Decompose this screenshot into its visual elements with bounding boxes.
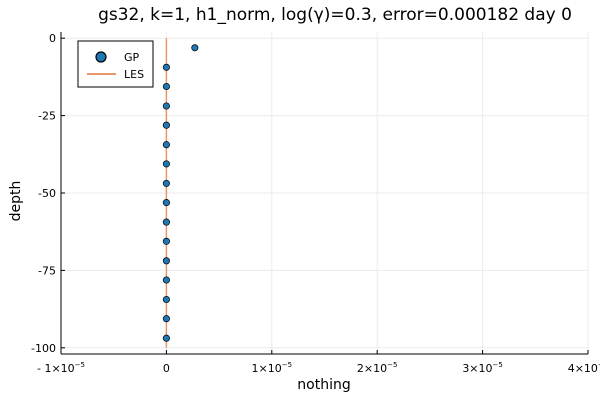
x-axis-label: nothing	[297, 377, 350, 393]
gp-point	[162, 276, 170, 284]
gp-point	[162, 102, 170, 110]
gp-point	[162, 199, 170, 207]
gp-point	[162, 315, 170, 323]
x-tick-exponent: −5	[387, 361, 397, 369]
x-tick-mantissa: 1×10	[252, 362, 282, 375]
gp-point	[162, 141, 170, 149]
x-tick-mantissa: 0	[163, 362, 170, 375]
x-tick-mantissa: 3×10	[462, 362, 492, 375]
series-layer	[162, 38, 199, 348]
gp-point	[162, 179, 170, 187]
x-tick-exponent: −5	[493, 361, 503, 369]
grid	[60, 32, 589, 354]
gp-point	[162, 160, 170, 168]
x-tick-label: 1×10−5	[252, 361, 293, 375]
gp-point	[162, 237, 170, 245]
gp-point	[162, 257, 170, 265]
legend-gp-label: GP	[124, 51, 140, 64]
x-tick-label: 2×10−5	[357, 361, 398, 375]
x-tick-label: 4×10−5	[568, 361, 600, 375]
x-tick-exponent: −5	[75, 361, 85, 369]
gp-point	[162, 82, 170, 91]
legend-gp-marker	[95, 51, 107, 63]
x-tick-mantissa: 2×10	[357, 362, 387, 375]
x-tick-mantissa: - 1×10	[37, 362, 75, 375]
gp-point	[162, 334, 170, 342]
gp-point	[162, 218, 170, 226]
gp-point	[191, 44, 199, 52]
gp-point	[162, 295, 170, 304]
chart-title: gs32, k=1, h1_norm, log(γ)=0.3, error=0.…	[98, 5, 572, 25]
x-tick-label: - 1×10−5	[37, 361, 85, 375]
gp-point	[162, 63, 170, 71]
y-tick-label: -25	[38, 110, 56, 123]
x-tick-label: 0	[163, 362, 170, 375]
gp-point	[162, 121, 170, 129]
y-axis-label: depth	[8, 181, 24, 222]
y-tick-label: 0	[49, 32, 56, 45]
x-tick-exponent: −5	[282, 361, 292, 369]
legend-box	[77, 40, 154, 88]
y-tick-label: -50	[38, 187, 56, 200]
y-tick-label: -100	[31, 342, 56, 355]
x-tick-exponent: −5	[598, 361, 600, 369]
legend-les-label: LES	[124, 68, 144, 81]
legend: GP LES	[77, 40, 154, 88]
y-tick-label: -75	[38, 264, 56, 277]
x-tick-label: 3×10−5	[462, 361, 503, 375]
x-axis: - 1×10−501×10−52×10−53×10−54×10−5	[37, 350, 600, 375]
x-tick-mantissa: 4×10	[568, 362, 598, 375]
y-axis: 0 -25 -50 -75 -100	[31, 32, 65, 355]
